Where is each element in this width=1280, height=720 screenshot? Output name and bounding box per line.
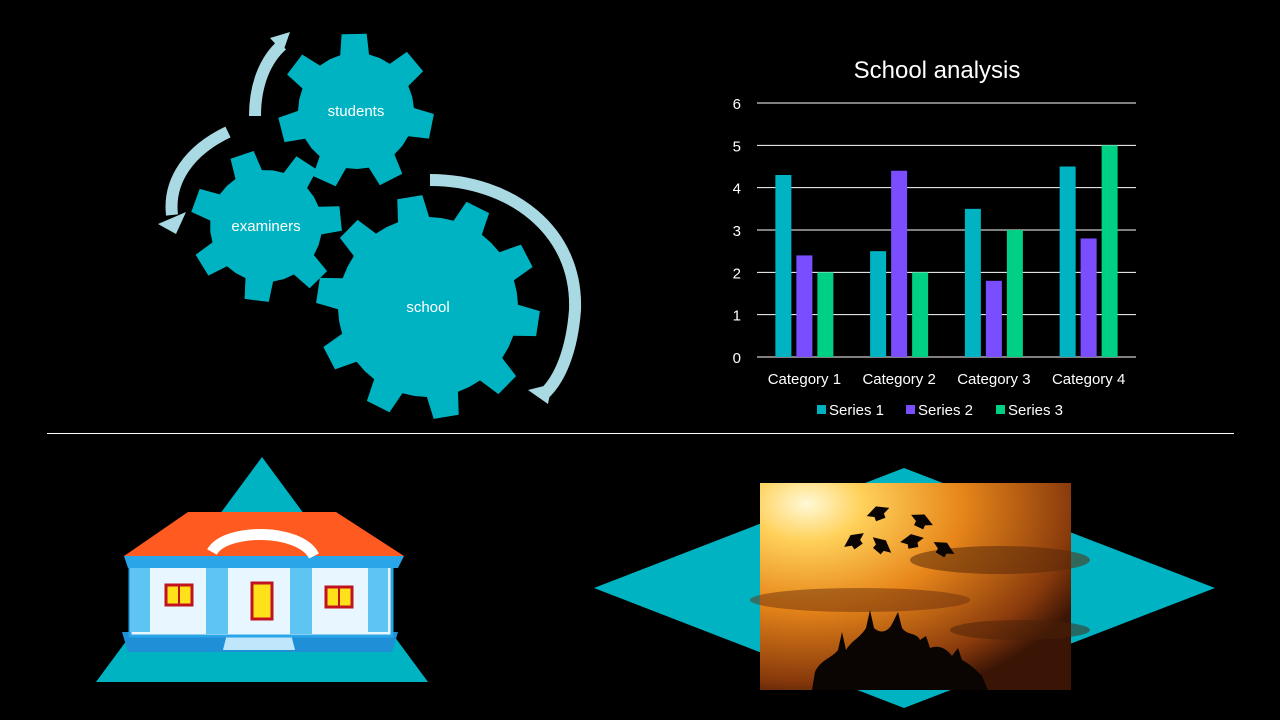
roof-arch	[207, 529, 319, 560]
gear-school	[316, 195, 540, 419]
cycle-arrowhead-left	[158, 212, 186, 234]
bar-1-4	[1059, 166, 1076, 357]
graduates-silhouette	[812, 610, 988, 690]
bar-3-2	[912, 272, 929, 357]
cycle-arrow-right	[429, 174, 582, 400]
gear-label-school: school	[406, 299, 449, 316]
bar-1-2	[870, 251, 887, 357]
gear-students	[278, 33, 434, 187]
legend-label: Series 1	[829, 402, 884, 419]
x-tick-label: Category 1	[768, 371, 841, 388]
y-tick-label: 1	[733, 308, 741, 325]
legend-swatch	[996, 405, 1005, 414]
section-divider	[47, 433, 1234, 434]
y-tick-label: 5	[733, 138, 741, 155]
y-tick-label: 2	[733, 265, 741, 282]
bar-3-1	[817, 272, 834, 357]
bar-2-1	[796, 255, 813, 357]
x-tick-label: Category 2	[862, 371, 935, 388]
legend-label: Series 3	[1008, 402, 1063, 419]
cycle-arrow-left	[165, 126, 231, 216]
bar-3-4	[1101, 145, 1118, 357]
gear-examiners	[191, 151, 342, 302]
bar-2-2	[891, 170, 908, 357]
gear-label-examiners: examiners	[231, 218, 300, 235]
legend-swatch	[817, 405, 826, 414]
legend-label: Series 2	[918, 402, 973, 419]
graduation-caps	[844, 506, 955, 558]
door	[250, 581, 274, 621]
x-tick-label: Category 4	[1052, 371, 1125, 388]
bar-1-1	[775, 174, 792, 357]
cycle-arrowhead-top	[270, 32, 290, 52]
y-tick-label: 3	[733, 223, 741, 240]
bar-1-3	[964, 208, 981, 357]
legend-swatch	[906, 405, 915, 414]
cycle-arrowhead-right	[528, 384, 552, 404]
x-tick-label: Category 3	[957, 371, 1030, 388]
chart-title: School analysis	[854, 57, 1021, 84]
bar-2-4	[1080, 238, 1097, 357]
y-tick-label: 4	[733, 181, 741, 198]
y-tick-label: 6	[733, 96, 741, 113]
gear-label-students: students	[328, 103, 385, 120]
bar-3-3	[1006, 230, 1023, 357]
y-tick-label: 0	[733, 350, 741, 367]
bar-2-3	[985, 280, 1002, 357]
cycle-arrow-top	[249, 40, 287, 117]
